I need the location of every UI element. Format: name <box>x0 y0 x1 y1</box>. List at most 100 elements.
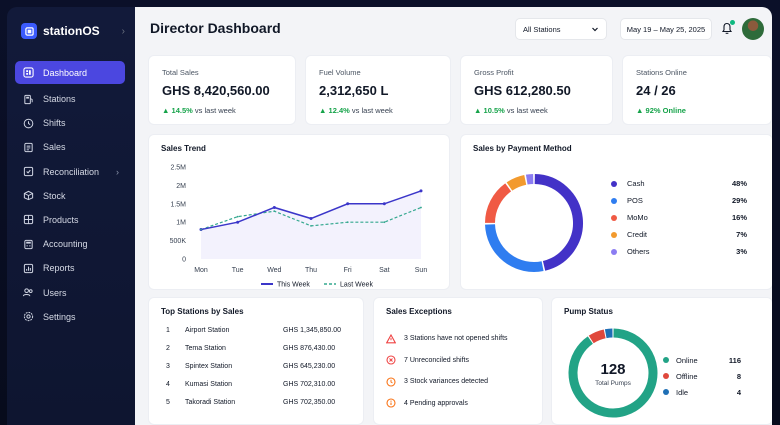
sidebar-item-reports[interactable]: Reports <box>15 257 125 279</box>
exception-text: 3 Stations have not opened shifts <box>404 335 508 343</box>
up-arrow-icon: ▲ <box>474 106 482 115</box>
card-title: Sales by Payment Method <box>473 144 572 153</box>
sidebar-item-settings[interactable]: Settings <box>15 306 125 328</box>
payment-legend: Cash 48% POS 29% MoMo 16% Credit 7% Others 3% <box>611 175 747 260</box>
kpi-delta-suffix: vs last week <box>506 106 548 115</box>
legend-label: POS <box>627 196 643 205</box>
series-area-this-week <box>201 190 421 259</box>
notification-bell-icon[interactable] <box>721 20 735 36</box>
collapse-sidebar-icon[interactable]: › <box>121 25 125 37</box>
box-icon <box>22 190 34 202</box>
station-select[interactable]: All Stations <box>515 18 607 40</box>
donut-slice-momo <box>485 183 512 224</box>
brand[interactable]: stationOS › <box>7 21 135 41</box>
document-icon <box>22 141 34 153</box>
sidebar-item-label: Accounting <box>43 239 88 250</box>
data-point-this-week <box>346 202 350 206</box>
up-arrow-icon: ▲ <box>319 106 327 115</box>
kpi-label: Total Sales <box>162 68 199 77</box>
exceptions-list: 3 Stations have not opened shifts 7 Unre… <box>386 328 541 414</box>
data-point-this-week <box>382 202 386 206</box>
legend-label: Online <box>676 355 698 365</box>
kpi-value: 2,312,650 L <box>319 83 389 98</box>
app-window: stationOS › Dashboard Stations Shifts Sa… <box>7 7 772 425</box>
report-icon <box>22 262 34 274</box>
station-name: Tema Station <box>185 345 226 353</box>
date-range-picker[interactable]: May 19 – May 25, 2025 <box>620 18 712 40</box>
top-stations-card: Top Stations by Sales 1 Airport Station GH… <box>148 297 364 425</box>
kpi-card-total-sales: Total Sales GHS 8,420,560.00 ▲ 14.5% vs … <box>148 55 296 125</box>
calculator-icon <box>22 238 34 250</box>
sidebar: stationOS › Dashboard Stations Shifts Sa… <box>7 7 135 425</box>
sidebar-item-label: Stations <box>43 94 76 104</box>
donut-slice-credit <box>506 174 527 191</box>
kpi-card-stations-online: Stations Online 24 / 26 ▲ 92% Online <box>622 55 772 125</box>
legend-dot <box>611 214 617 221</box>
sidebar-item-products[interactable]: Products <box>15 209 125 231</box>
payment-donut-chart <box>485 174 583 272</box>
reconcile-icon <box>22 166 34 178</box>
table-row[interactable]: 1 Airport Station GHS 1,345,850.00 <box>163 322 359 340</box>
legend-row-others: Others 3% <box>611 243 747 260</box>
sidebar-item-label: Shifts <box>43 118 66 129</box>
alert-triangle-icon <box>386 333 396 344</box>
data-point-this-week <box>419 189 423 193</box>
kpi-card-fuel-volume: Fuel Volume 2,312,650 L ▲ 12.4% vs last … <box>305 55 451 125</box>
clock-icon <box>386 377 396 387</box>
list-item[interactable]: 4 Pending approvals <box>386 393 541 415</box>
grid-icon <box>22 214 34 226</box>
sidebar-item-accounting[interactable]: Accounting <box>15 233 125 255</box>
legend-value: 48% <box>731 179 747 188</box>
donut-slice-pos <box>485 224 544 272</box>
table-row[interactable]: 3 Spintex Station GHS 645,230.00 <box>163 358 359 376</box>
sidebar-item-users[interactable]: Users <box>15 282 125 304</box>
sidebar-item-stations[interactable]: Stations <box>15 88 125 110</box>
list-item[interactable]: 7 Unreconciled shifts <box>386 350 541 372</box>
legend-value: 4 <box>736 387 741 397</box>
donut-slice-idle <box>604 328 613 339</box>
rank: 2 <box>166 345 170 353</box>
sidebar-item-label: Settings <box>43 311 76 322</box>
kpi-delta-suffix: vs last week <box>194 106 236 115</box>
sidebar-item-stock[interactable]: Stock <box>15 185 125 207</box>
avatar[interactable] <box>742 18 764 40</box>
sales-exceptions-card: Sales Exceptions 3 Stations have not ope… <box>373 297 543 425</box>
y-tick-label: 1M <box>176 220 186 227</box>
main-content: Director Dashboard All Stations May 19 –… <box>135 7 772 425</box>
kpi-delta-suffix: vs last week <box>351 106 393 115</box>
chevron-down-icon <box>592 27 598 32</box>
kpi-value: GHS 8,420,560.00 <box>162 83 270 98</box>
list-item[interactable]: 3 Stock variances detected <box>386 371 541 393</box>
y-tick-label: 0 <box>182 257 186 264</box>
pump-status-chart <box>568 328 658 418</box>
sidebar-item-reconciliation[interactable]: Reconciliation › <box>15 161 125 183</box>
sidebar-item-shifts[interactable]: Shifts <box>15 112 125 134</box>
gear-icon <box>22 311 34 323</box>
data-point-this-week <box>272 205 276 209</box>
page-title: Director Dashboard <box>150 20 281 36</box>
kpi-delta-value: 10.5% <box>483 106 505 115</box>
rank: 1 <box>166 327 170 335</box>
list-item[interactable]: 3 Stations have not opened shifts <box>386 328 541 350</box>
table-row[interactable]: 2 Tema Station GHS 876,430.00 <box>163 340 359 358</box>
sidebar-item-sales[interactable]: Sales <box>15 136 125 158</box>
legend-value: 116 <box>728 355 741 365</box>
station-select-value: All Stations <box>523 24 561 34</box>
table-row[interactable]: 4 Kumasi Station GHS 702,310.00 <box>163 375 359 393</box>
sidebar-item-dashboard[interactable]: Dashboard <box>15 61 125 84</box>
card-title: Sales Exceptions <box>386 307 452 316</box>
logo-icon <box>21 23 37 39</box>
x-tick-label: Sun <box>415 267 428 274</box>
top-stations-table: 1 Airport Station GHS 1,345,850.00 2 Tema S… <box>163 322 359 411</box>
legend-label: Others <box>627 247 650 256</box>
y-tick-label: 1.5M <box>170 201 186 208</box>
up-arrow-icon: ▲ <box>636 106 644 115</box>
rank: 5 <box>166 398 170 406</box>
data-point-last-week <box>310 224 312 227</box>
exception-text: 3 Stock variances detected <box>404 378 489 386</box>
table-row[interactable]: 5 Takoradi Station GHS 702,350.00 <box>163 393 359 411</box>
date-range-value: May 19 – May 25, 2025 <box>626 24 706 34</box>
kpi-delta-value: 92% Online <box>645 106 686 115</box>
rank: 3 <box>166 362 170 370</box>
data-point-last-week <box>383 221 386 224</box>
